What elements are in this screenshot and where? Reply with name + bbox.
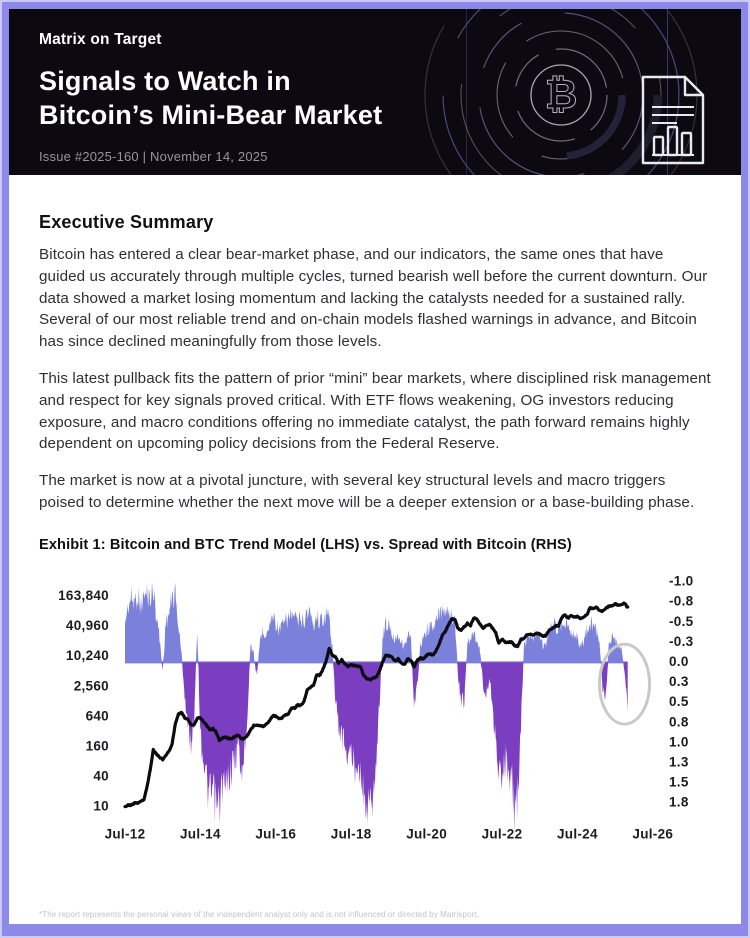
svg-text:10: 10 — [93, 798, 109, 813]
svg-text:Jul-20: Jul-20 — [406, 826, 447, 841]
svg-text:0.5: 0.5 — [669, 694, 689, 709]
svg-text:Jul-16: Jul-16 — [255, 826, 296, 841]
svg-text:Jul-18: Jul-18 — [331, 826, 372, 841]
svg-text:2,560: 2,560 — [74, 678, 109, 693]
report-title-line1: Signals to Watch in — [39, 66, 291, 96]
report-page: ₿ Matrix on Target Signals to Watch in B… — [9, 9, 741, 924]
btc-spread-chart: 163,840 40,960 10,240 2,560 640 160 40 10 -1.0 -0… — [58, 573, 694, 841]
svg-text:10,240: 10,240 — [66, 648, 109, 663]
summary-paragraph: Bitcoin has entered a clear bear-market … — [39, 246, 708, 351]
header-decor-line — [466, 9, 467, 175]
issue-date-line: Issue #2025-160 | November 14, 2025 — [39, 149, 268, 164]
svg-text:1.8: 1.8 — [669, 794, 689, 809]
exhibit-chart: 163,840 40,960 10,240 2,560 640 160 40 10 -1.0 -0… — [39, 559, 713, 857]
svg-text:-0.3: -0.3 — [669, 634, 694, 649]
svg-text:Jul-22: Jul-22 — [482, 826, 523, 841]
svg-text:640: 640 — [86, 708, 109, 723]
svg-text:40,960: 40,960 — [66, 618, 109, 633]
svg-text:0.3: 0.3 — [669, 674, 689, 689]
report-title-line2: Bitcoin’s Mini-Bear Market — [39, 100, 383, 130]
svg-text:1.0: 1.0 — [669, 734, 689, 749]
svg-text:163,840: 163,840 — [58, 588, 109, 603]
svg-text:-0.8: -0.8 — [669, 593, 694, 608]
exhibit-title: Exhibit 1: Bitcoin and BTC Trend Model (… — [39, 536, 572, 553]
svg-text:0.0: 0.0 — [669, 654, 689, 669]
report-title: Signals to Watch in Bitcoin’s Mini-Bear … — [39, 64, 741, 132]
report-body: Executive Summary Bitcoin has entered a … — [9, 175, 741, 857]
svg-text:Jul-14: Jul-14 — [180, 826, 221, 841]
svg-text:160: 160 — [86, 738, 109, 753]
brand-label: Matrix on Target — [39, 31, 162, 48]
svg-text:40: 40 — [93, 768, 109, 783]
svg-text:-0.5: -0.5 — [669, 614, 694, 629]
svg-text:1.3: 1.3 — [669, 754, 689, 769]
svg-text:-1.0: -1.0 — [669, 573, 693, 588]
svg-text:Jul-26: Jul-26 — [632, 826, 673, 841]
svg-text:Jul-12: Jul-12 — [105, 826, 146, 841]
svg-text:1.5: 1.5 — [669, 774, 689, 789]
report-header: ₿ Matrix on Target Signals to Watch in B… — [9, 9, 741, 175]
disclaimer-footnote: *The report represents the personal view… — [39, 910, 479, 919]
header-decor-line — [667, 9, 668, 175]
summary-paragraph: The market is now at a pivotal juncture,… — [39, 472, 695, 511]
section-heading: Executive Summary — [39, 212, 214, 232]
summary-paragraph: This latest pullback fits the pattern of… — [39, 369, 711, 453]
svg-text:0.8: 0.8 — [669, 714, 689, 729]
svg-text:Jul-24: Jul-24 — [557, 826, 598, 841]
